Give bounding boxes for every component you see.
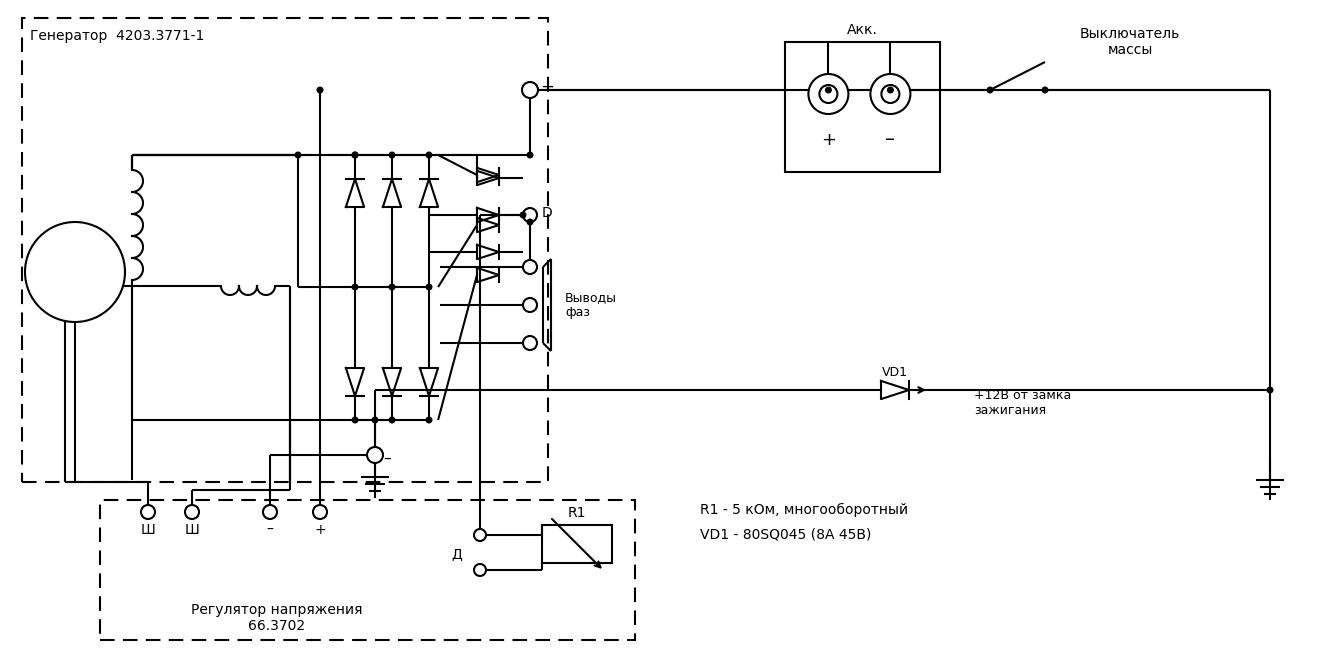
Circle shape	[351, 284, 358, 291]
Bar	[101, 500, 636, 640]
Text: VD1: VD1	[882, 365, 908, 378]
Circle shape	[389, 151, 396, 159]
Bar	[542, 525, 611, 563]
Circle shape	[425, 284, 433, 291]
Text: –: –	[885, 130, 896, 149]
Text: Ш: Ш	[185, 523, 200, 537]
Text: +: +	[314, 523, 326, 537]
Circle shape	[881, 85, 900, 103]
Circle shape	[425, 151, 433, 159]
Circle shape	[25, 222, 125, 322]
Bar	[784, 42, 940, 172]
Circle shape	[141, 505, 156, 519]
Circle shape	[389, 284, 396, 291]
Circle shape	[367, 447, 384, 463]
Text: Регулятор напряжения
66.3702: Регулятор напряжения 66.3702	[190, 603, 362, 633]
Circle shape	[523, 336, 536, 350]
Circle shape	[316, 86, 323, 94]
Circle shape	[389, 416, 396, 424]
Circle shape	[527, 218, 534, 226]
Circle shape	[425, 416, 433, 424]
Circle shape	[312, 505, 327, 519]
Text: Д: Д	[452, 548, 463, 562]
Circle shape	[809, 74, 849, 114]
Text: –: –	[384, 450, 390, 465]
Circle shape	[1042, 86, 1049, 94]
Circle shape	[987, 86, 994, 94]
Text: VD1 - 80SQ045 (8А 45В): VD1 - 80SQ045 (8А 45В)	[700, 528, 872, 542]
Text: R1 - 5 кОм, многооборотный: R1 - 5 кОм, многооборотный	[700, 503, 908, 517]
Circle shape	[473, 529, 485, 541]
Circle shape	[1266, 386, 1274, 394]
Circle shape	[351, 151, 358, 159]
Circle shape	[263, 505, 278, 519]
Circle shape	[295, 151, 302, 159]
Circle shape	[185, 505, 198, 519]
Text: –: –	[267, 523, 274, 537]
Circle shape	[351, 151, 358, 159]
Text: Акк.: Акк.	[846, 23, 877, 37]
Circle shape	[371, 416, 378, 424]
Circle shape	[522, 82, 538, 98]
Circle shape	[886, 86, 894, 94]
Text: Выводы
фаз: Выводы фаз	[565, 291, 617, 319]
Text: Генератор  4203.3771-1: Генератор 4203.3771-1	[30, 29, 204, 43]
Circle shape	[819, 85, 837, 103]
Text: Выключатель
массы: Выключатель массы	[1080, 27, 1180, 57]
Circle shape	[870, 74, 911, 114]
Circle shape	[523, 298, 536, 312]
Circle shape	[351, 416, 358, 424]
Circle shape	[523, 208, 536, 222]
Text: +12В от замка
зажигания: +12В от замка зажигания	[974, 389, 1071, 417]
Text: R1: R1	[567, 506, 586, 520]
Text: +: +	[821, 131, 835, 149]
Text: Ш: Ш	[141, 523, 156, 537]
Circle shape	[473, 564, 485, 576]
Text: +: +	[540, 78, 554, 96]
Text: D: D	[542, 206, 552, 220]
Circle shape	[519, 212, 527, 218]
Circle shape	[523, 260, 536, 274]
Circle shape	[527, 151, 534, 159]
Bar	[21, 18, 548, 482]
Circle shape	[825, 86, 831, 94]
